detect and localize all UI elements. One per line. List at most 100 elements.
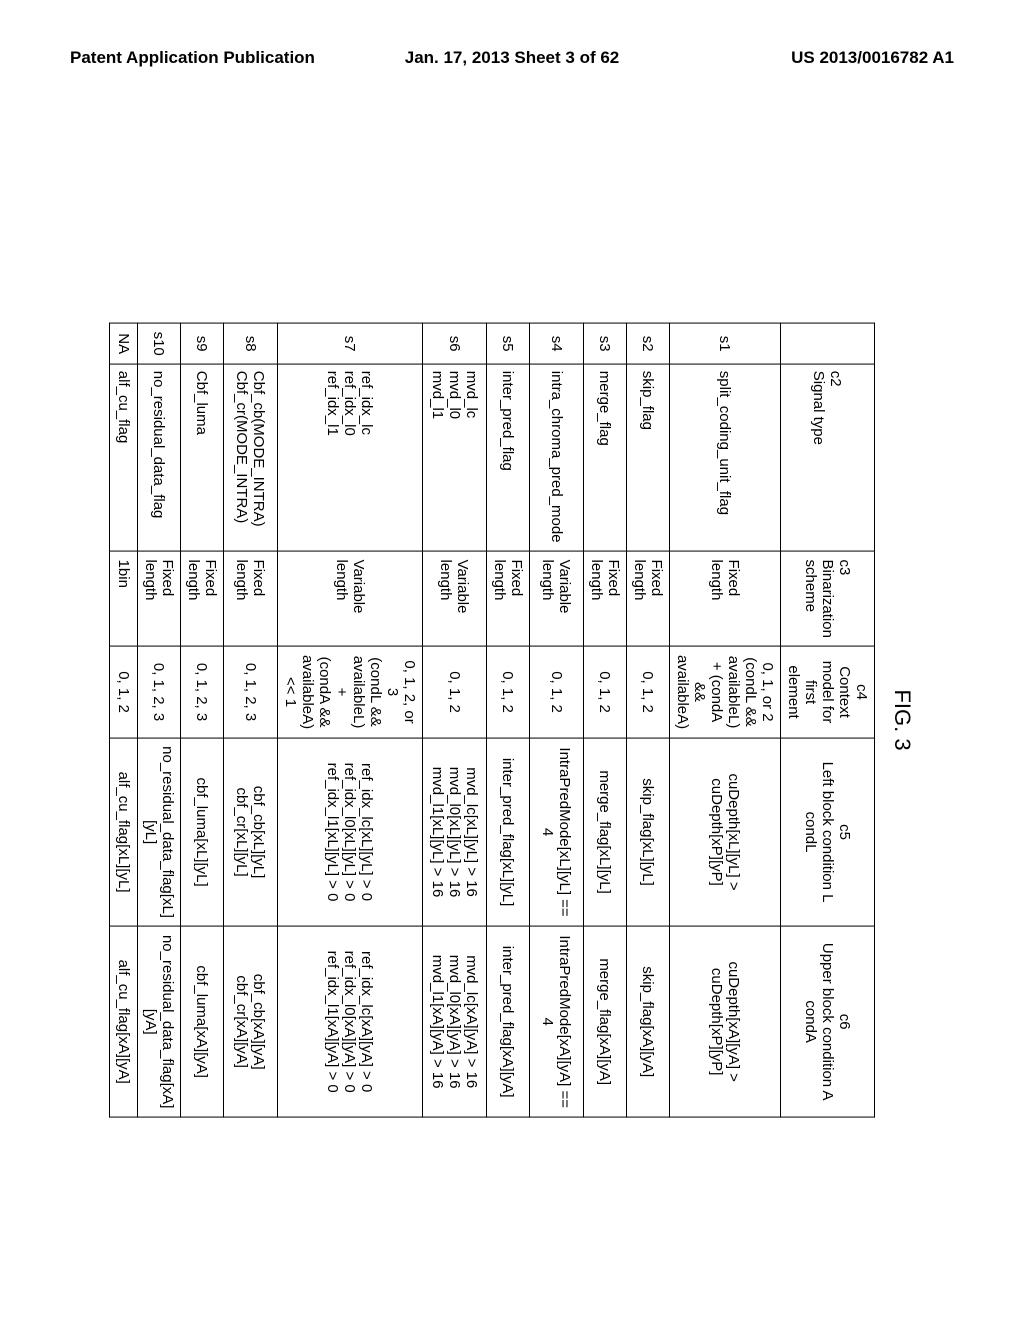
cell-signal: merge_flag (584, 364, 627, 551)
cell-ctx: 0, 1, 2 (487, 646, 530, 737)
header-left: Patent Application Publication (70, 48, 315, 68)
cell-signal: Cbf_cb(MODE_INTRA)Cbf_cr(MODE_INTRA) (224, 364, 278, 551)
header-center: Jan. 17, 2013 Sheet 3 of 62 (405, 48, 620, 68)
col-header-c4-bottom: Context model for first element (785, 661, 853, 724)
cell-ctx: 0, 1, 2 (423, 646, 487, 737)
cell-bin: 1bin (110, 551, 138, 646)
col-header-c3-bottom: Binarization scheme (802, 560, 836, 638)
col-header-condA: c6 Upper block condition A condA (781, 926, 875, 1116)
cell-condA: IntraPredMode[xA][yA] == 4 (530, 926, 584, 1116)
cell-condA: cbf_cb[xA][yA]cbf_cr[xA][yA] (224, 926, 278, 1116)
cell-condL: cbf_luma[xL][yL] (181, 738, 224, 927)
cell-id: s6 (423, 323, 487, 364)
cell-bin: Fixed length (670, 551, 781, 646)
figure-label: FIG. 3 (889, 323, 915, 1118)
cell-ctx: 0, 1, 2 (110, 646, 138, 737)
cell-ctx: 0, 1, 2 (584, 646, 627, 737)
cell-condA: mvd_lc[xA][yA] > 16mvd_l0[xA][yA] > 16mv… (423, 926, 487, 1116)
col-header-signal: c2 Signal type (781, 364, 875, 551)
cell-signal: intra_chroma_pred_mode (530, 364, 584, 551)
cell-bin: Fixed length (224, 551, 278, 646)
table-row: NA alf_cu_flag 1bin 0, 1, 2 alf_cu_flag[… (110, 323, 138, 1117)
col-header-blank (781, 323, 875, 364)
cell-id: s5 (487, 323, 530, 364)
table-row: s7 ref_idx_lcref_idx_l0ref_idx_l1 Variab… (278, 323, 423, 1117)
col-header-c5-top: c5 (836, 824, 853, 840)
cell-condL: alf_cu_flag[xL][yL] (110, 738, 138, 927)
cell-condA: inter_pred_flag[xA][yA] (487, 926, 530, 1116)
cell-condA: skip_flag[xA][yA] (627, 926, 670, 1116)
table-header-row: c2 Signal type c3 Binarization scheme c4… (781, 323, 875, 1117)
table-row: s8 Cbf_cb(MODE_INTRA)Cbf_cr(MODE_INTRA) … (224, 323, 278, 1117)
cell-ctx: 0, 1, or 2(condL && availableL)+ (condA … (670, 646, 781, 737)
header-right: US 2013/0016782 A1 (791, 48, 954, 68)
cell-condL: mvd_lc[xL][yL] > 16mvd_l0[xL][yL] > 16mv… (423, 738, 487, 927)
cell-id: s9 (181, 323, 224, 364)
cell-signal: inter_pred_flag (487, 364, 530, 551)
cell-condA: ref_idx_lc[xA][yA] > 0ref_idx_l0[xA][yA]… (278, 926, 423, 1116)
cell-ctx: 0, 1, 2, 3 (181, 646, 224, 737)
table-row: s5 inter_pred_flag Fixed length 0, 1, 2 … (487, 323, 530, 1117)
cell-signal: split_coding_unit_flag (670, 364, 781, 551)
cell-condL: no_residual_data_flag[xL][yL] (138, 738, 181, 927)
cell-ctx: 0, 1, 2, 3 (138, 646, 181, 737)
cell-id: s4 (530, 323, 584, 364)
cell-bin: Variable length (423, 551, 487, 646)
table-row: s6 mvd_lcmvd_l0mvd_l1 Variable length 0,… (423, 323, 487, 1117)
cell-id: s1 (670, 323, 781, 364)
cell-bin: Variable length (530, 551, 584, 646)
cell-ctx: 0, 1, 2, or 3(condL && availableL) +(con… (278, 646, 423, 737)
table-body: s1 split_coding_unit_flag Fixed length 0… (110, 323, 781, 1117)
cell-condL: skip_flag[xL][yL] (627, 738, 670, 927)
cell-condA: no_residual_data_flag[xA][yA] (138, 926, 181, 1116)
col-header-bin: c3 Binarization scheme (781, 551, 875, 646)
table-row: s4 intra_chroma_pred_mode Variable lengt… (530, 323, 584, 1117)
col-header-c4-top: c4 (853, 684, 870, 700)
table-row: s1 split_coding_unit_flag Fixed length 0… (670, 323, 781, 1117)
cell-id: s7 (278, 323, 423, 364)
col-header-c5-bottom: Left block condition L condL (802, 762, 836, 903)
col-header-c6-top: c6 (836, 1014, 853, 1030)
cell-condL: cbf_cb[xL][yL]cbf_cr[xL][yL] (224, 738, 278, 927)
cell-ctx: 0, 1, 2 (627, 646, 670, 737)
cell-condL: ref_idx_lc[xL][yL] > 0ref_idx_l0[xL][yL]… (278, 738, 423, 927)
cell-condA: cuDepth[xA][yA] > cuDepth[xP][yP] (670, 926, 781, 1116)
cell-signal: mvd_lcmvd_l0mvd_l1 (423, 364, 487, 551)
col-header-c2-top: c2 (828, 371, 845, 387)
cell-id: s3 (584, 323, 627, 364)
cell-condL: merge_flag[xL][yL] (584, 738, 627, 927)
cell-condL: IntraPredMode[xL][yL] == 4 (530, 738, 584, 927)
cell-signal: Cbf_luma (181, 364, 224, 551)
cell-bin: Fixed length (584, 551, 627, 646)
cell-signal: skip_flag (627, 364, 670, 551)
col-header-ctx: c4 Context model for first element (781, 646, 875, 737)
cell-id: s10 (138, 323, 181, 364)
table-row: s9 Cbf_luma Fixed length 0, 1, 2, 3 cbf_… (181, 323, 224, 1117)
cell-condA: cbf_luma[xA][yA] (181, 926, 224, 1116)
cell-bin: Fixed length (627, 551, 670, 646)
cell-bin: Fixed length (138, 551, 181, 646)
cell-signal: no_residual_data_flag (138, 364, 181, 551)
cell-ctx: 0, 1, 2, 3 (224, 646, 278, 737)
cell-signal: ref_idx_lcref_idx_l0ref_idx_l1 (278, 364, 423, 551)
cell-condA: alf_cu_flag[xA][yA] (110, 926, 138, 1116)
col-header-c3-top: c3 (836, 560, 853, 576)
cell-id: s8 (224, 323, 278, 364)
cell-bin: Fixed length (181, 551, 224, 646)
table-row: s2 skip_flag Fixed length 0, 1, 2 skip_f… (627, 323, 670, 1117)
cell-condL: cuDepth[xL][yL] > cuDepth[xP][yP] (670, 738, 781, 927)
col-header-c6-bottom: Upper block condition A condA (802, 943, 836, 1101)
table-row: s10 no_residual_data_flag Fixed length 0… (138, 323, 181, 1117)
cell-condL: inter_pred_flag[xL][yL] (487, 738, 530, 927)
cell-signal: alf_cu_flag (110, 364, 138, 551)
cell-condA: merge_flag[xA][yA] (584, 926, 627, 1116)
cell-ctx: 0, 1, 2 (530, 646, 584, 737)
figure-wrapper: FIG. 3 c2 Signal type c3 Binarization sc… (109, 323, 915, 1118)
table-row: s3 merge_flag Fixed length 0, 1, 2 merge… (584, 323, 627, 1117)
cell-bin: Fixed length (487, 551, 530, 646)
col-header-condL: c5 Left block condition L condL (781, 738, 875, 927)
cell-id: NA (110, 323, 138, 364)
col-header-c2-bottom: Signal type (811, 371, 828, 445)
cell-bin: Variable length (278, 551, 423, 646)
page-header: Patent Application Publication Jan. 17, … (0, 48, 1024, 68)
